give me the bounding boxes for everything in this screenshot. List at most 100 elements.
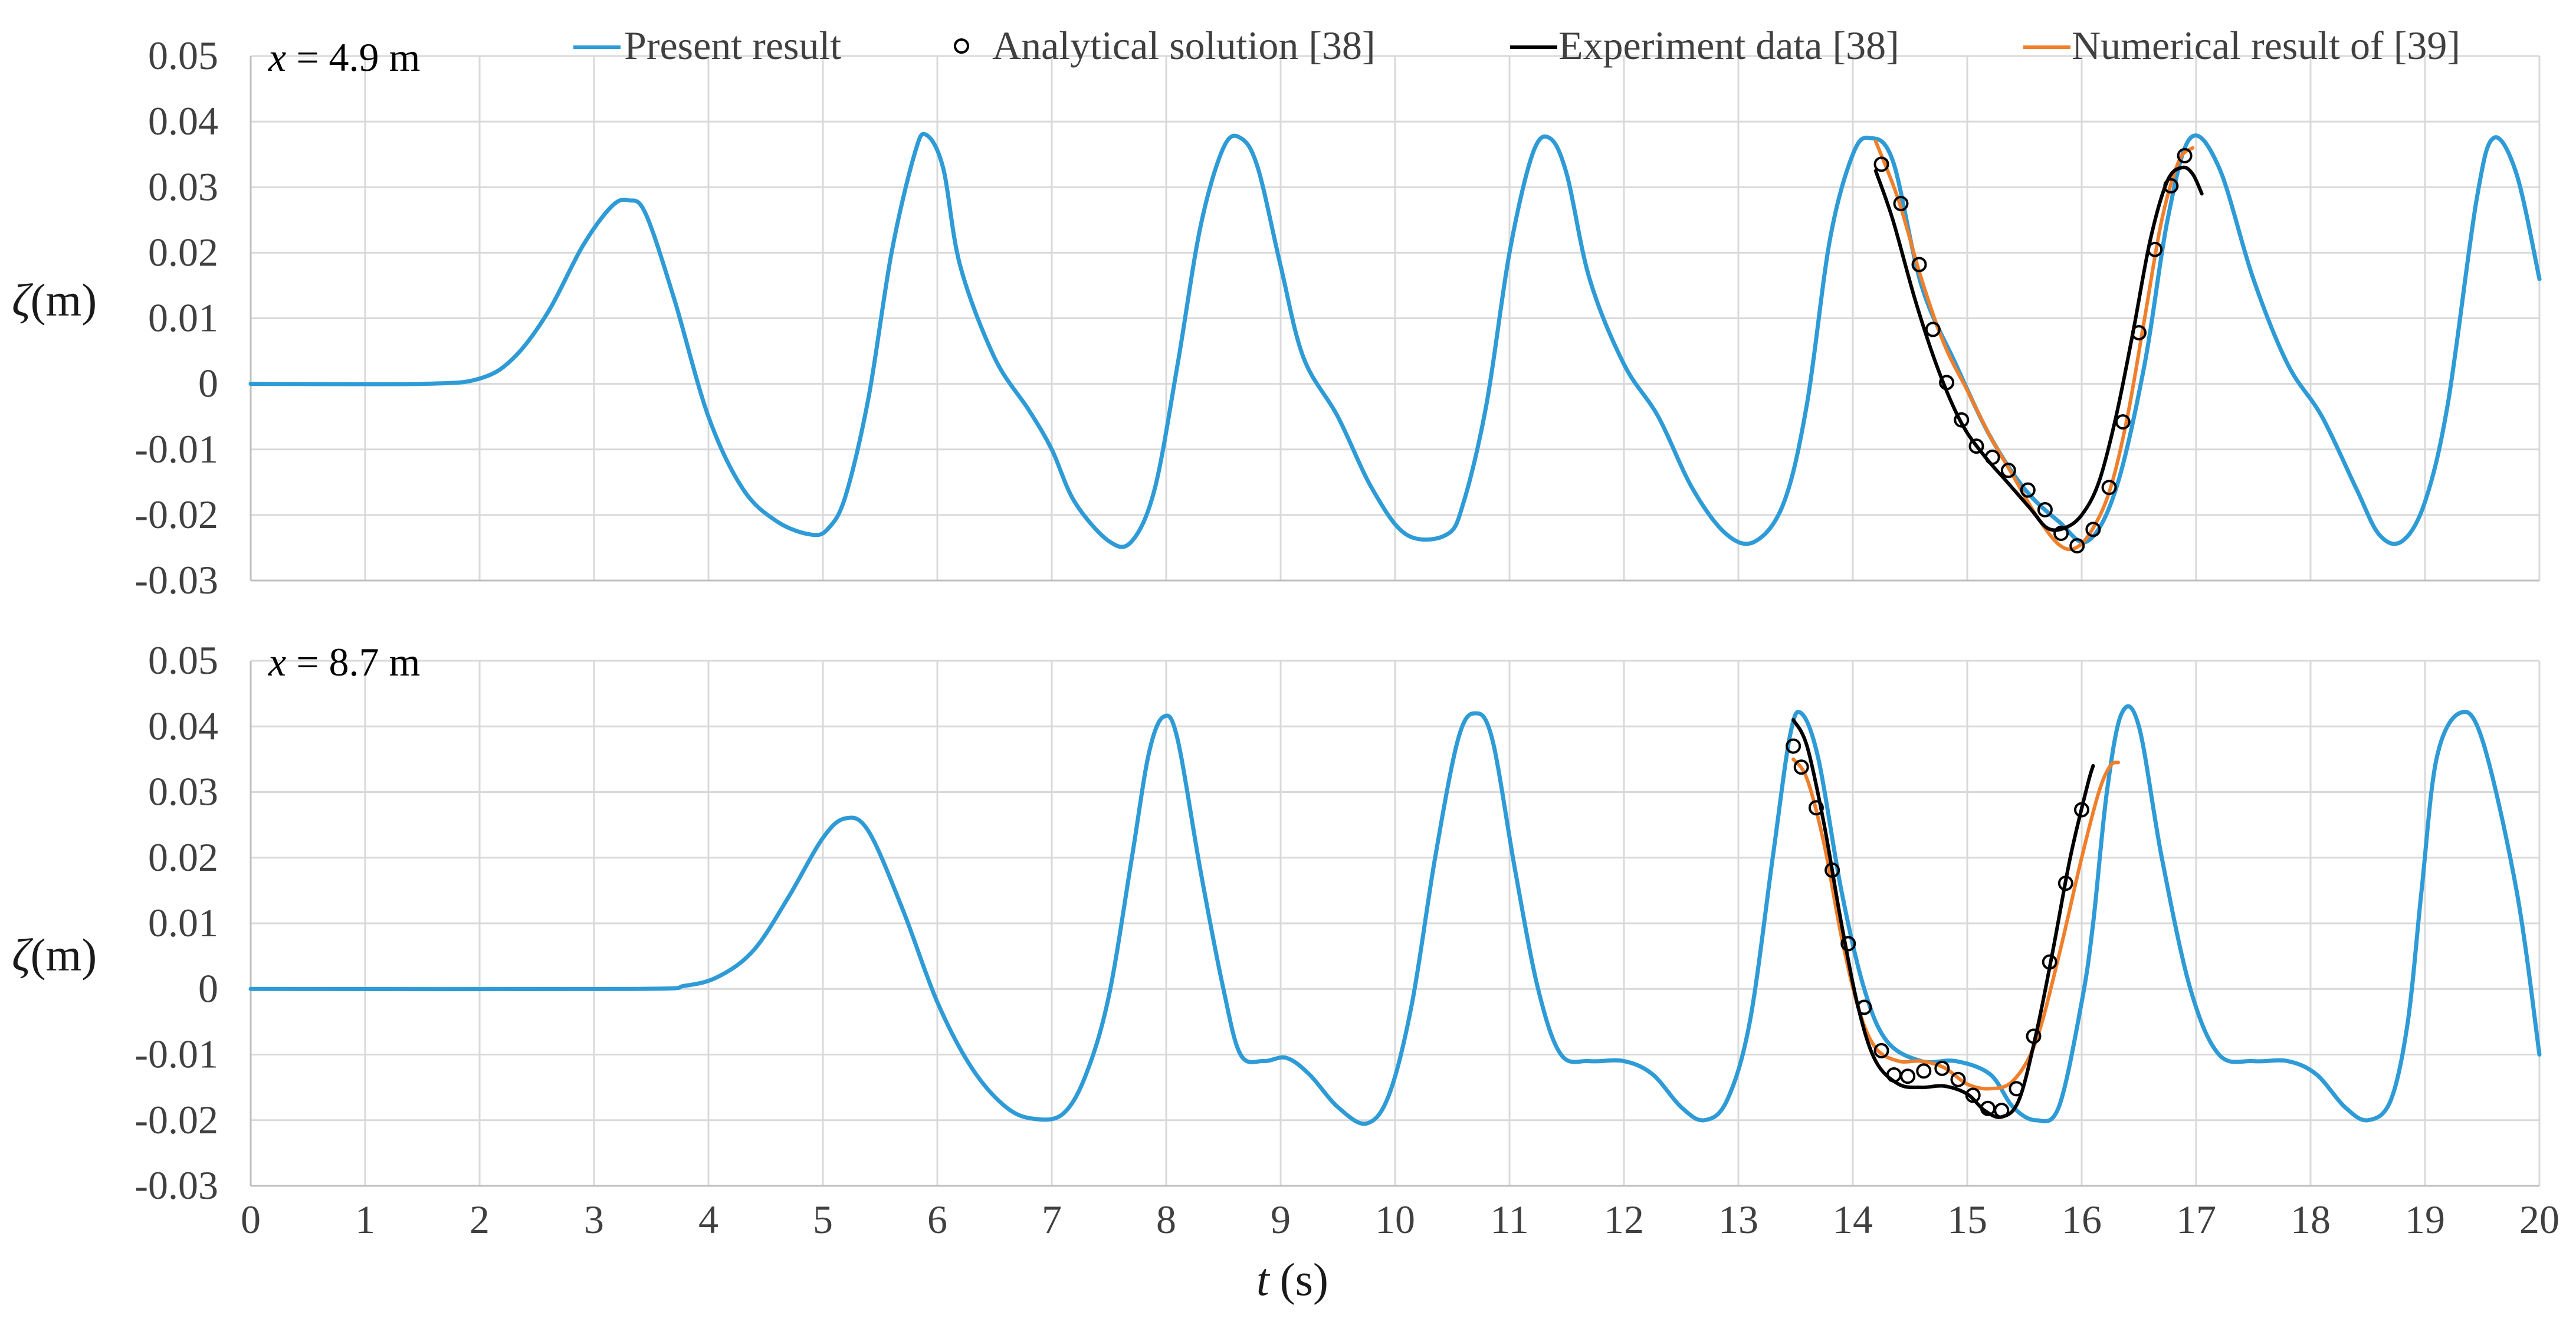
analytical-point [1968, 438, 1984, 454]
analytical-point [2020, 482, 2036, 498]
y-tick-label: 0.02 [148, 229, 218, 274]
present-result-line [248, 704, 2542, 1126]
analytical-point [2177, 147, 2193, 163]
analytical-point [2042, 954, 2057, 970]
y-tick-labels-top: 0.05 0.04 0.03 0.02 0.01 0 -0.01 -0.02 -0.03 [134, 33, 218, 602]
analytical-point [2026, 1028, 2042, 1044]
x-tick-label: 3 [584, 1197, 604, 1242]
analytical-point [1824, 862, 1840, 878]
analytical-point [1965, 1087, 1981, 1103]
x-axis-unit: (s) [1280, 1254, 1328, 1305]
panel-label-value: = 8.7 m [286, 640, 420, 684]
x-tick-label: 4 [698, 1197, 718, 1242]
analytical-point [1840, 936, 1856, 952]
x-tick-label: 14 [1833, 1197, 1873, 1242]
y-axis-unit: (m) [31, 274, 97, 326]
analytical-point [2057, 876, 2073, 891]
series-top [248, 132, 2542, 554]
legend-present-label: Present result [624, 23, 841, 68]
experiment-data-line [1873, 165, 2204, 532]
y-tick-label: 0.03 [148, 769, 218, 814]
panel-label-var: x [268, 640, 286, 684]
present-result-line [248, 132, 2542, 549]
series-bottom [248, 704, 2542, 1126]
analytical-point [1793, 759, 1809, 775]
analytical-point [1808, 800, 1824, 816]
x-tick-label: 9 [1271, 1197, 1291, 1242]
panel-label-var: x [268, 35, 286, 80]
y-tick-label: 0.03 [148, 164, 218, 209]
analytical-point [1984, 450, 2000, 465]
x-tick-label: 19 [2405, 1197, 2445, 1242]
y-tick-label: -0.02 [134, 1097, 218, 1142]
analytical-point [2037, 501, 2053, 517]
analytical-point [1900, 1068, 1916, 1084]
legend-experiment-label: Experiment data [38] [1558, 23, 1899, 68]
analytical-point [2115, 414, 2131, 430]
grid-bottom [250, 660, 2541, 1187]
numerical-result-line [1791, 757, 2121, 1091]
x-tick-label: 13 [1718, 1197, 1758, 1242]
x-tick-label: 7 [1042, 1197, 1062, 1242]
experiment-data-line [1791, 718, 2095, 1119]
analytical-point [2147, 241, 2163, 257]
y-axis-unit: (m) [31, 929, 97, 981]
analytical-point [2069, 538, 2085, 554]
analytical-point [1873, 1042, 1889, 1058]
x-tick-label: 8 [1156, 1197, 1176, 1242]
y-tick-label: -0.03 [134, 1163, 218, 1208]
analytical-point [1873, 156, 1889, 172]
x-tick-label: 17 [2176, 1197, 2216, 1242]
y-tick-label: 0.05 [148, 638, 218, 683]
panel-label-bottom: x = 8.7 m [268, 640, 420, 684]
x-tick-label: 2 [470, 1197, 490, 1242]
x-tick-label: 0 [241, 1197, 261, 1242]
x-tick-label: 15 [1947, 1197, 1987, 1242]
analytical-point [1786, 738, 1801, 754]
panel-bottom: 0.05 0.04 0.03 0.02 0.01 0 -0.01 -0.02 -0.03 x =… [12, 638, 2542, 1208]
analytical-point [2131, 324, 2147, 340]
analytical-point [2074, 802, 2089, 818]
legend-numerical-label: Numerical result of [39] [2072, 23, 2460, 68]
analytical-point [1916, 1063, 1932, 1079]
analytical-point [1994, 1103, 2010, 1119]
legend-analytical-swatch [954, 38, 969, 54]
y-tick-label: 0.04 [148, 703, 218, 748]
x-tick-label: 16 [2062, 1197, 2102, 1242]
analytical-point [2101, 480, 2117, 496]
analytical-point [1934, 1060, 1950, 1076]
x-tick-label: 11 [1490, 1197, 1528, 1242]
y-tick-label: 0.01 [148, 296, 218, 340]
analytical-point [1980, 1100, 1996, 1116]
y-tick-label: 0 [198, 966, 218, 1011]
x-tick-label: 6 [927, 1197, 947, 1242]
panel-top: 0.05 0.04 0.03 0.02 0.01 0 -0.01 -0.02 -0.03 x =… [12, 33, 2542, 602]
panel-label-top: x = 4.9 m [268, 35, 420, 80]
y-axis-title-bottom: ζ(m) [12, 929, 97, 981]
analytical-point [2000, 463, 2016, 478]
analytical-point [2053, 525, 2069, 541]
analytical-point [1893, 196, 1909, 212]
y-tick-label: -0.03 [134, 558, 218, 602]
x-tick-labels: 0 1 2 3 4 5 6 7 8 9 10 11 12 13 14 15 16 17 18 19 20 [241, 1197, 2559, 1242]
analytical-point [1954, 412, 1970, 428]
x-tick-label: 1 [355, 1197, 375, 1242]
x-tick-label: 18 [2290, 1197, 2331, 1242]
y-tick-label: -0.01 [134, 1032, 218, 1077]
y-tick-label: 0.01 [148, 900, 218, 945]
y-tick-label: -0.01 [134, 427, 218, 471]
y-tick-label: 0.02 [148, 835, 218, 880]
y-axis-symbol: ζ [12, 274, 33, 326]
analytical-point [2163, 178, 2179, 194]
x-tick-label: 20 [2519, 1197, 2559, 1242]
y-tick-label: 0 [198, 361, 218, 406]
analytical-point [1886, 1067, 1902, 1083]
y-tick-labels-bottom: 0.05 0.04 0.03 0.02 0.01 0 -0.01 -0.02 -0.03 [134, 638, 218, 1208]
panel-label-value: = 4.9 m [286, 35, 420, 80]
analytical-point [2009, 1081, 2024, 1097]
legend: Present result Analytical solution [38] … [573, 23, 2460, 68]
analytical-point [1950, 1071, 1966, 1087]
analytical-point [1856, 999, 1872, 1015]
grid-top [250, 55, 2541, 582]
